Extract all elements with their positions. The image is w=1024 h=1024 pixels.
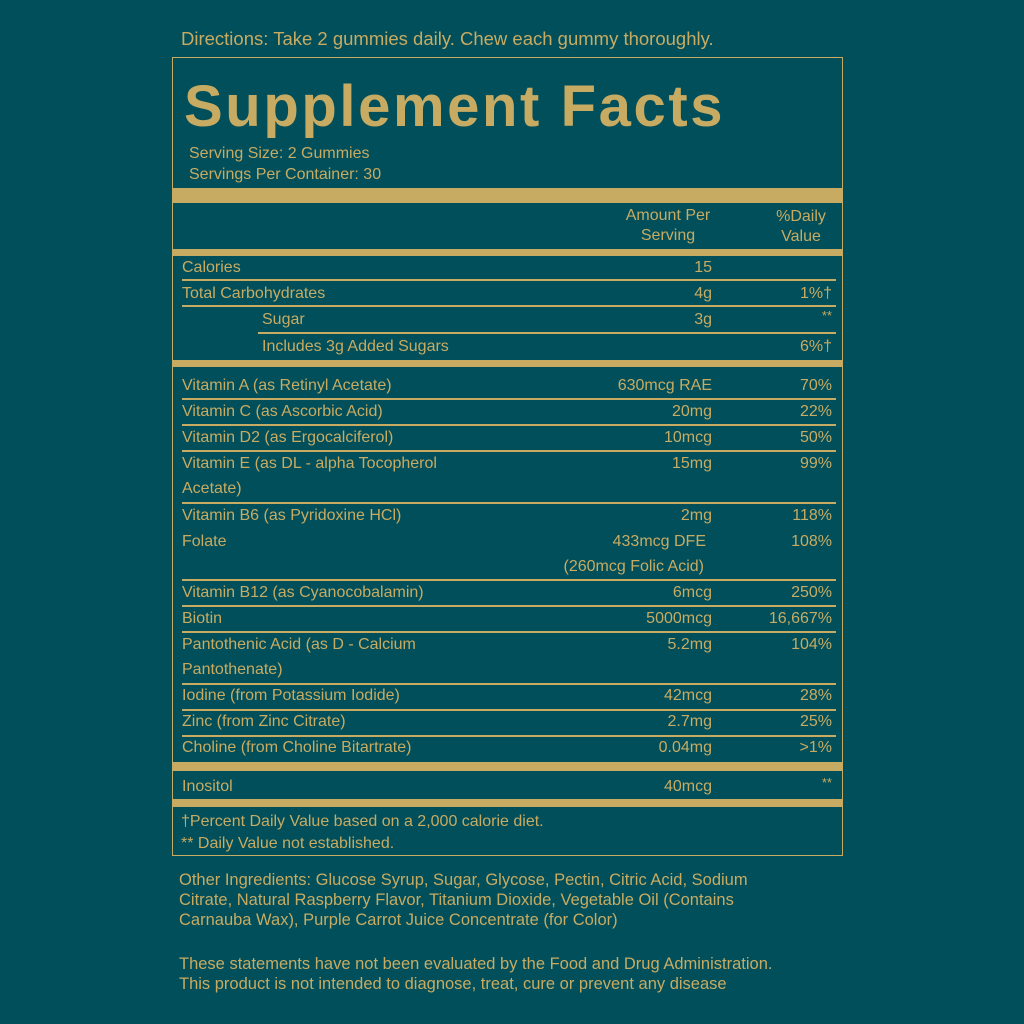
nutrient-daily-value: 108% (791, 533, 832, 550)
other-ingredients-line: Carnauba Wax), Purple Carrot Juice Conce… (179, 911, 618, 929)
nutrient-amount: 0.04mg (658, 739, 712, 756)
thick-divider (172, 188, 843, 203)
supplement-facts-panel (172, 57, 843, 856)
nutrient-amount: 10mcg (663, 429, 712, 446)
thick-divider (172, 249, 843, 256)
nutrient-daily-value: 6%† (799, 338, 832, 355)
servings-per-container: Servings Per Container: 30 (189, 166, 382, 183)
dv-header-line2: Value (781, 228, 821, 245)
row-divider (182, 735, 836, 737)
nutrient-name: Sugar (262, 311, 305, 328)
nutrient-daily-value: 99% (799, 455, 832, 472)
nutrient-amount: 433mcg DFE (612, 533, 706, 550)
nutrient-name: Vitamin D2 (as Ergocalciferol) (182, 429, 394, 446)
nutrient-name: Iodine (from Potassium Iodide) (182, 687, 400, 704)
other-ingredients-line: Citrate, Natural Raspberry Flavor, Titan… (179, 891, 734, 909)
nutrient-amount: 15 (694, 259, 712, 276)
nutrient-name-cont: Pantothenate) (182, 661, 283, 678)
amount-header-line1: Amount Per (625, 207, 711, 224)
nutrient-daily-value: 104% (791, 636, 832, 653)
panel-title: Supplement Facts (184, 74, 726, 139)
nutrient-daily-value: 25% (799, 713, 832, 730)
fda-disclaimer: These statements have not been evaluated… (179, 954, 772, 994)
nutrient-amount: 20mg (671, 403, 712, 420)
nutrient-name: Calories (182, 259, 241, 276)
thick-divider (172, 799, 843, 807)
daily-value-header: %Daily Value (760, 207, 842, 247)
nutrient-daily-value: 50% (799, 429, 832, 446)
nutrient-amount: 42mcg (663, 687, 712, 704)
nutrient-daily-value: ** (821, 775, 832, 790)
nutrient-daily-value: 22% (799, 403, 832, 420)
nutrient-name: Pantothenic Acid (as D - Calcium (182, 636, 416, 653)
amount-header-line2: Serving (640, 227, 696, 244)
row-divider (182, 709, 836, 711)
nutrient-name: Vitamin B12 (as Cyanocobalamin) (182, 584, 424, 601)
nutrient-amount: 5.2mg (667, 636, 712, 653)
nutrient-name: Includes 3g Added Sugars (262, 338, 449, 355)
nutrient-name-cont: Acetate) (182, 480, 242, 497)
nutrient-daily-value: 1%† (799, 285, 832, 302)
nutrient-name: Biotin (182, 610, 223, 627)
row-divider (182, 305, 836, 307)
nutrient-amount: 2.7mg (667, 713, 712, 730)
directions: Directions: Take 2 gummies daily. Chew e… (181, 28, 714, 49)
nutrient-name: Vitamin E (as DL - alpha Tocopherol (182, 455, 437, 472)
amount-header: Amount Per Serving (600, 206, 736, 246)
nutrient-amount-cont: (260mcg Folic Acid) (563, 558, 705, 575)
nutrient-amount: 630mcg RAE (617, 377, 712, 394)
nutrient-amount: 6mcg (672, 584, 712, 601)
nutrient-name: Vitamin C (as Ascorbic Acid) (182, 403, 383, 420)
thick-divider (172, 360, 843, 367)
row-divider (182, 579, 836, 581)
row-divider (182, 279, 836, 281)
nutrient-name: Total Carbohydrates (182, 285, 326, 302)
row-divider (182, 502, 836, 504)
nutrient-name: Folate (182, 533, 227, 550)
footnote-not-established: ** Daily Value not established. (181, 835, 395, 852)
nutrient-daily-value: 16,667% (768, 610, 832, 627)
nutrient-amount: 3g (694, 311, 712, 328)
nutrient-daily-value: ** (821, 308, 832, 323)
row-divider (182, 631, 836, 633)
nutrient-daily-value: 28% (799, 687, 832, 704)
disclaimer-line: These statements have not been evaluated… (179, 955, 773, 973)
nutrient-name: Vitamin A (as Retinyl Acetate) (182, 377, 392, 394)
other-ingredients: Other Ingredients: Glucose Syrup, Sugar,… (179, 870, 748, 930)
other-ingredients-line: Other Ingredients: Glucose Syrup, Sugar,… (179, 871, 748, 889)
nutrient-amount: 4g (694, 285, 712, 302)
nutrient-daily-value: >1% (799, 739, 832, 756)
nutrient-daily-value: 118% (792, 507, 832, 524)
nutrient-amount: 5000mcg (646, 610, 712, 627)
nutrient-amount: 15mg (671, 455, 712, 472)
dv-header-line1: %Daily (776, 208, 826, 225)
nutrient-name: Vitamin B6 (as Pyridoxine HCl) (182, 507, 402, 524)
nutrient-name: Zinc (from Zinc Citrate) (182, 713, 346, 730)
row-divider (182, 424, 836, 426)
nutrient-name: Inositol (182, 778, 233, 795)
row-divider (182, 605, 836, 607)
serving-size: Serving Size: 2 Gummies (189, 145, 370, 162)
thick-divider (172, 762, 843, 771)
row-divider (182, 683, 836, 685)
nutrient-amount: 40mcg (663, 778, 712, 795)
nutrient-name: Choline (from Choline Bitartrate) (182, 739, 412, 756)
row-divider (182, 450, 836, 452)
nutrient-amount: 2mg (680, 507, 712, 524)
footnote-daily-value: †Percent Daily Value based on a 2,000 ca… (181, 813, 544, 830)
row-divider (182, 398, 836, 400)
row-divider (258, 332, 836, 334)
nutrient-daily-value: 250% (791, 584, 832, 601)
disclaimer-line: This product is not intended to diagnose… (179, 975, 727, 993)
nutrient-daily-value: 70% (799, 377, 832, 394)
